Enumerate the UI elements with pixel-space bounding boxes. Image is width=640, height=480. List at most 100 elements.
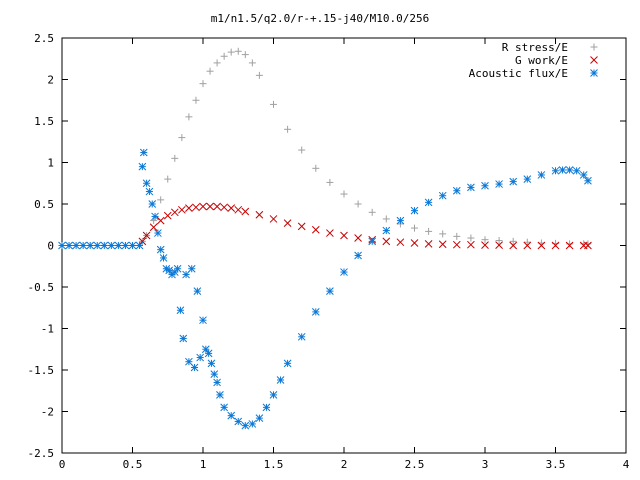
data-point-r-stress-e — [185, 113, 193, 121]
marker-stroke — [326, 287, 334, 296]
data-point-g-work-e — [565, 241, 574, 250]
marker-stroke — [128, 241, 137, 250]
data-point-r-stress-e — [467, 234, 475, 242]
marker-stroke — [537, 241, 546, 250]
marker-stroke — [145, 187, 154, 196]
marker-stroke — [590, 69, 598, 77]
data-point-acoustic-flux-e — [340, 268, 348, 276]
marker-stroke — [354, 234, 362, 242]
data-point-g-work-e — [424, 239, 433, 248]
data-point-r-stress-e — [255, 71, 263, 79]
data-point-r-stress-e — [248, 59, 256, 67]
data-point-g-work-e — [509, 241, 518, 250]
y-tick-label: 2.5 — [34, 32, 54, 45]
data-point-g-work-e — [227, 204, 236, 213]
axis-ticks — [61, 37, 627, 454]
data-point-g-work-e — [220, 203, 229, 212]
marker-stroke — [368, 237, 377, 246]
data-point-acoustic-flux-e — [135, 241, 144, 250]
data-point-acoustic-flux-e — [145, 187, 154, 196]
data-point-acoustic-flux-e — [58, 241, 66, 250]
x-tick-label: 1.5 — [264, 458, 284, 471]
x-tick-labels: 0 0.5 1 1.5 2 2.5 3 3.5 4 — [59, 458, 630, 471]
data-point-acoustic-flux-e — [579, 171, 588, 179]
marker-stroke — [121, 241, 130, 250]
marker-stroke — [396, 238, 405, 247]
data-point-acoustic-flux-e — [262, 403, 271, 412]
marker-stroke — [234, 205, 243, 214]
data-point-r-stress-e — [368, 208, 376, 216]
marker-stroke — [311, 225, 320, 234]
data-point-acoustic-flux-e — [173, 264, 182, 273]
data-point-g-work-e — [170, 208, 179, 217]
data-point-acoustic-flux-e — [79, 241, 88, 250]
marker-stroke — [396, 216, 405, 225]
marker-stroke — [558, 166, 567, 174]
data-point-g-work-e — [311, 225, 320, 234]
marker-stroke — [165, 266, 174, 275]
marker-stroke — [340, 268, 348, 276]
marker-stroke — [159, 254, 168, 262]
marker-stroke — [551, 166, 560, 175]
data-point-g-work-e — [467, 240, 475, 249]
data-point-r-stress-e — [171, 154, 179, 162]
data-point-r-stress-e — [270, 100, 277, 108]
marker-stroke — [79, 241, 88, 250]
data-point-acoustic-flux-e — [382, 226, 391, 235]
marker-stroke — [185, 204, 193, 213]
data-point-g-work-e — [206, 202, 214, 211]
marker-stroke — [283, 219, 292, 227]
marker-stroke — [523, 175, 532, 183]
legend-marker — [590, 43, 598, 51]
data-point-acoustic-flux-e — [128, 241, 137, 250]
x-tick-label: 2.5 — [405, 458, 425, 471]
marker-stroke — [199, 202, 207, 211]
data-point-g-work-e — [584, 241, 592, 250]
data-point-acoustic-flux-e — [142, 179, 151, 188]
marker-stroke — [523, 241, 532, 250]
data-point-r-stress-e — [439, 230, 447, 238]
marker-stroke — [142, 179, 151, 188]
data-point-acoustic-flux-e — [410, 206, 419, 215]
data-point-r-stress-e — [523, 238, 531, 246]
data-point-acoustic-flux-e — [210, 370, 219, 379]
marker-stroke — [149, 223, 158, 232]
data-point-acoustic-flux-e — [234, 417, 243, 426]
data-point-acoustic-flux-e — [220, 403, 229, 412]
data-point-acoustic-flux-e — [148, 200, 157, 208]
data-point-g-work-e — [283, 219, 292, 227]
data-point-g-work-e — [523, 241, 532, 250]
x-tick-label: 2 — [341, 458, 348, 471]
marker-stroke — [382, 226, 391, 235]
x-tick-label: 0 — [59, 458, 66, 471]
data-point-g-work-e — [255, 210, 264, 219]
data-point-g-work-e — [234, 205, 243, 214]
marker-stroke — [185, 357, 193, 366]
marker-stroke — [206, 202, 214, 211]
marker-stroke — [93, 241, 102, 250]
data-point-r-stress-e — [164, 175, 172, 183]
data-point-acoustic-flux-e — [248, 420, 257, 428]
data-point-r-stress-e — [234, 47, 242, 55]
marker-stroke — [201, 345, 210, 354]
marker-stroke — [196, 353, 205, 362]
data-point-g-work-e — [269, 215, 278, 223]
marker-stroke — [467, 183, 475, 192]
data-point-g-work-e — [213, 202, 221, 211]
marker-stroke — [481, 241, 489, 249]
data-point-r-stress-e — [284, 125, 292, 133]
data-point-acoustic-flux-e — [241, 421, 250, 430]
data-point-r-stress-e — [157, 196, 165, 204]
marker-stroke — [276, 376, 285, 384]
marker-stroke — [151, 212, 159, 221]
marker-stroke — [72, 241, 80, 250]
marker-stroke — [187, 264, 196, 273]
data-point-g-work-e — [495, 241, 503, 249]
data-point-g-work-e — [163, 211, 172, 220]
marker-stroke — [255, 210, 264, 219]
data-point-g-work-e — [185, 204, 193, 213]
legend-label-acoustic-flux: Acoustic flux/E — [469, 67, 568, 80]
data-point-r-stress-e — [220, 52, 228, 60]
data-point-r-stress-e — [340, 190, 348, 198]
